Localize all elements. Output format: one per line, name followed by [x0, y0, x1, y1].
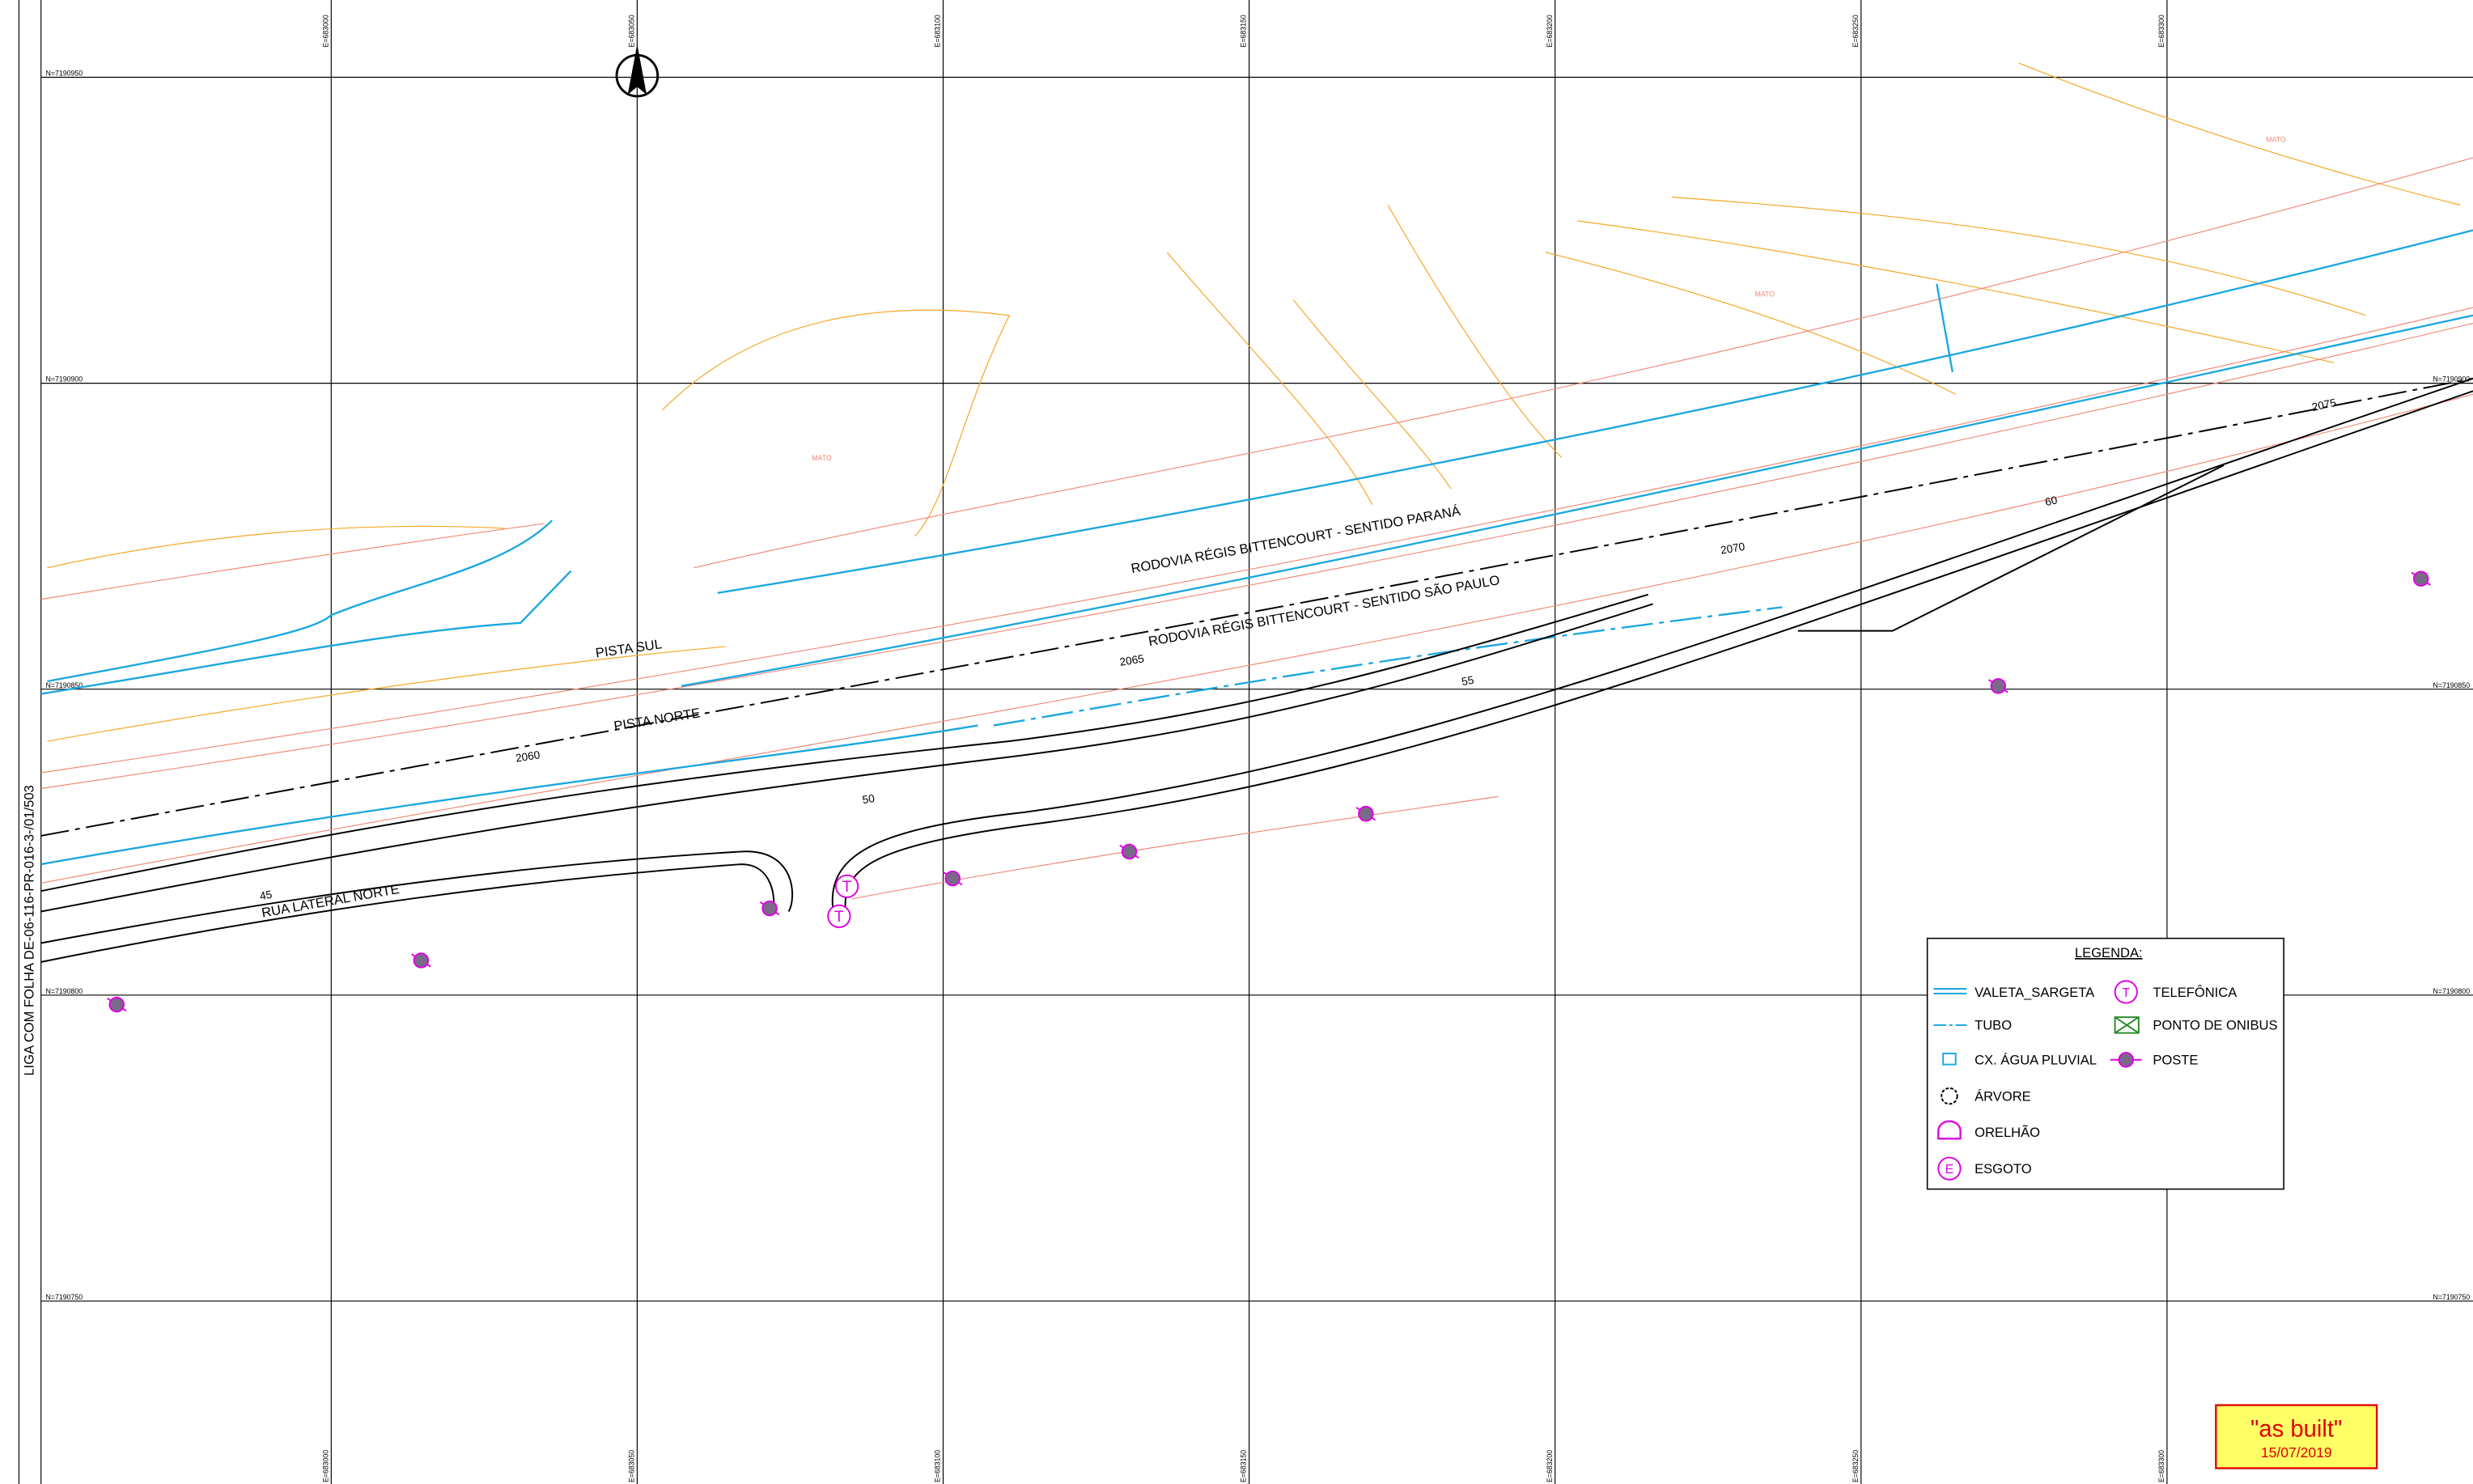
grid-label: N=7190750 — [46, 1293, 83, 1301]
stamp-date: 15/07/2019 — [2261, 1444, 2332, 1461]
pole — [2412, 570, 2429, 587]
grid-label: E=683300 — [2157, 15, 2165, 47]
station-label: 60 — [2044, 494, 2059, 508]
grid-label: N=7190800 — [2433, 987, 2471, 995]
grid-label: N=7190900 — [46, 375, 83, 384]
grid-label: N=7190850 — [2433, 681, 2471, 689]
side-note: LIGA COM FOLHA DE-06-116-PR-016-3-/01/50… — [21, 785, 36, 1075]
legend-label: TELEFÔNICA — [2153, 985, 2237, 1000]
grid-label: E=683150 — [1240, 15, 1248, 47]
legend-label: CX. ÁGUA PLUVIAL — [1975, 1053, 2097, 1068]
legend-label: ÁRVORE — [1975, 1088, 2031, 1104]
grid-label: N=7190950 — [46, 70, 83, 78]
station-label: 55 — [1461, 674, 1475, 688]
grid-label: E=683050 — [627, 1450, 635, 1482]
telephone — [827, 904, 851, 928]
grid-label: E=683050 — [627, 15, 635, 47]
grid-label: E=683200 — [1546, 15, 1554, 47]
telephone-letter: T — [834, 908, 844, 926]
pole — [1358, 805, 1374, 822]
grid-label: E=683000 — [321, 15, 329, 47]
grid-label: E=683100 — [934, 15, 942, 47]
legend-label: POSTE — [2153, 1053, 2198, 1068]
stamp-title: "as built" — [2250, 1417, 2342, 1443]
stamp: "as built" 15/07/2019 — [2215, 1404, 2378, 1469]
legend-title: LEGENDA: — [2075, 945, 2143, 960]
grid-label: N=7190750 — [2433, 1293, 2471, 1301]
station-label: 2060 — [515, 748, 541, 765]
grid-label: N=7190800 — [46, 987, 83, 995]
pole — [413, 952, 430, 969]
legend-label: TUBO — [1975, 1018, 2012, 1033]
pole — [944, 870, 961, 887]
station-label: 45 — [259, 888, 274, 902]
grid-label: E=683000 — [321, 1450, 329, 1482]
grid-label: E=683250 — [1852, 15, 1860, 47]
grid: E=683000 E=683000 E=683050 E=683050 E=683100… — [40, 0, 2473, 1484]
legend-symbol: E — [1945, 1163, 1953, 1177]
grid-label: N=7190900 — [2433, 375, 2471, 384]
drainage — [40, 229, 2473, 866]
pole — [1121, 843, 1138, 860]
legend-label: PONTO DE ONIBUS — [2153, 1018, 2277, 1033]
grid-label: E=683150 — [1240, 1450, 1248, 1482]
pole — [761, 900, 778, 917]
grid-label: E=683100 — [934, 1450, 942, 1482]
legend-label: ORELHÃO — [1975, 1124, 2040, 1140]
telephone — [834, 874, 859, 898]
legend-label: ESGOTO — [1975, 1161, 2032, 1177]
pole — [1990, 678, 2007, 694]
area-label: MATO — [2266, 135, 2286, 143]
legend: LEGENDA: VALETA_SARGETA TUBO CX. ÁGUA PLUV… — [1926, 937, 2284, 1190]
area-label: MATO — [1755, 290, 1775, 298]
legend-label: VALETA_SARGETA — [1975, 985, 2094, 1000]
station-label: 2070 — [1720, 541, 1746, 557]
station-label: 50 — [862, 792, 876, 806]
north-arrow — [615, 44, 660, 98]
grid-label: E=683300 — [2157, 1450, 2165, 1482]
station-label: 2075 — [2310, 396, 2337, 413]
roads — [40, 377, 2473, 963]
station-label: 2065 — [1119, 652, 1145, 668]
legend-symbol: T — [2122, 986, 2130, 1000]
grid-label: E=683200 — [1546, 1450, 1554, 1482]
telephone-letter: T — [842, 878, 852, 896]
area-label: MATO — [812, 454, 832, 462]
grid-label: N=7190850 — [46, 681, 83, 689]
grid-label: E=683250 — [1852, 1450, 1860, 1482]
pole — [108, 996, 125, 1013]
